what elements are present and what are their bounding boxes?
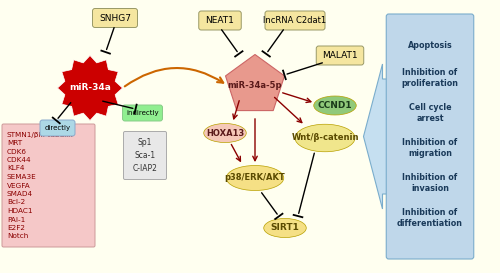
Ellipse shape: [226, 165, 283, 191]
Ellipse shape: [295, 124, 355, 152]
Text: MALAT1: MALAT1: [322, 51, 358, 60]
Text: Apoptosis: Apoptosis: [408, 41, 453, 50]
Text: lncRNA C2dat1: lncRNA C2dat1: [264, 16, 326, 25]
Text: miR-34a-5p: miR-34a-5p: [228, 81, 282, 90]
Ellipse shape: [204, 123, 246, 143]
Text: HOXA13: HOXA13: [206, 129, 244, 138]
Ellipse shape: [264, 218, 306, 238]
Text: SNHG7: SNHG7: [99, 13, 131, 22]
Text: Inhibition of
differentiation: Inhibition of differentiation: [397, 208, 463, 228]
FancyBboxPatch shape: [316, 46, 364, 65]
Text: NEAT1: NEAT1: [206, 16, 234, 25]
FancyBboxPatch shape: [199, 11, 241, 30]
Text: SIRT1: SIRT1: [270, 224, 300, 233]
FancyBboxPatch shape: [40, 120, 75, 136]
Polygon shape: [226, 55, 284, 111]
Ellipse shape: [314, 96, 356, 115]
FancyBboxPatch shape: [386, 14, 474, 259]
Text: miR-34a: miR-34a: [69, 84, 111, 93]
Text: Sp1
Sca-1
C-IAP2: Sp1 Sca-1 C-IAP2: [132, 138, 158, 173]
Text: Cell cycle
arrest: Cell cycle arrest: [408, 103, 452, 123]
FancyBboxPatch shape: [265, 11, 325, 30]
FancyBboxPatch shape: [92, 8, 138, 28]
FancyBboxPatch shape: [122, 105, 162, 121]
Text: p38/ERK/AKT: p38/ERK/AKT: [224, 174, 286, 182]
Text: STMN1/βIII-tubulin
MRT
CDK6
CDK44
KLF4
SEMA3E
VEGFA
SMAD4
Bcl-2
HDAC1
PAI-1
E2F2: STMN1/βIII-tubulin MRT CDK6 CDK44 KLF4 S…: [7, 132, 74, 239]
Text: indirectly: indirectly: [126, 110, 159, 116]
Text: Inhibition of
proliferation: Inhibition of proliferation: [402, 68, 458, 88]
Text: Inhibition of
invasion: Inhibition of invasion: [402, 173, 458, 193]
Polygon shape: [58, 55, 122, 120]
Text: Wnt/β-catenin: Wnt/β-catenin: [291, 133, 359, 143]
FancyArrow shape: [364, 64, 391, 209]
Text: directly: directly: [44, 125, 70, 131]
Text: CCND1: CCND1: [318, 101, 352, 110]
Text: Inhibition of
migration: Inhibition of migration: [402, 138, 458, 158]
FancyBboxPatch shape: [124, 132, 166, 180]
FancyBboxPatch shape: [2, 124, 95, 247]
